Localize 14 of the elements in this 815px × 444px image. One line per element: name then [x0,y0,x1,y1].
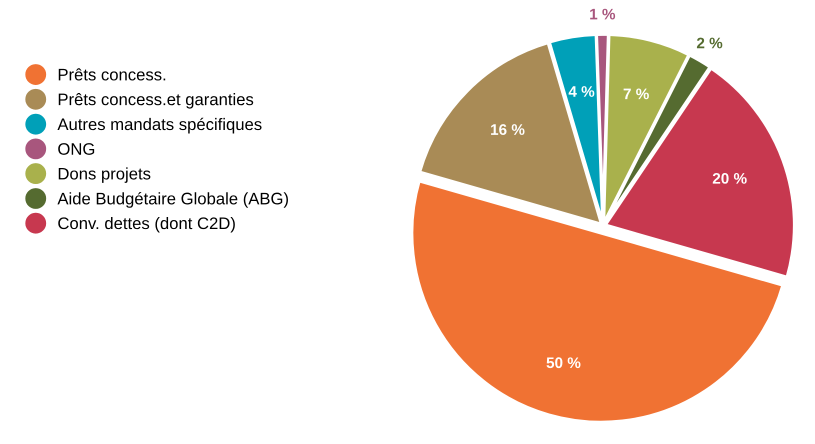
legend-label: Prêts concess.et garanties [58,92,254,109]
legend-label: Autres mandats spécifiques [57,118,262,134]
legend-label: Prêts concess. [58,68,166,81]
data-label: 1 % [590,8,616,20]
data-label: 2 % [696,38,722,48]
legend-label: Aide Budgétaire Globale (ABG) [57,192,288,208]
data-label: 4 % [568,86,594,97]
data-label: 50 % [546,357,580,368]
legend-label: Conv. dettes (dont C2D) [58,216,235,232]
data-label: 16 % [491,124,525,135]
data-label: 20 % [712,172,747,184]
legend-label: ONG [58,143,94,155]
data-label: 7 % [624,88,649,100]
legend-label: Dons projets [58,167,150,183]
